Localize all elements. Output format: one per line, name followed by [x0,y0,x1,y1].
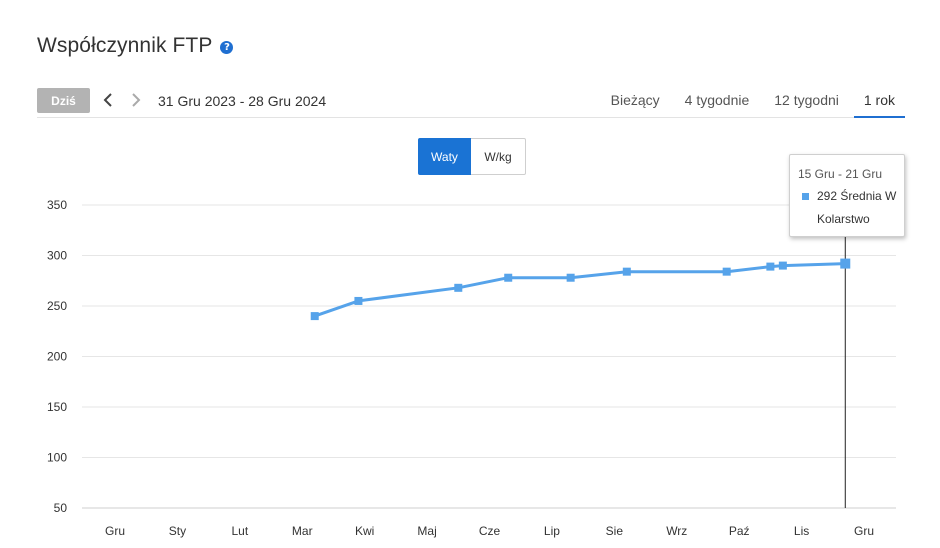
title-row: Współczynnik FTP ? [37,34,234,58]
data-point [310,312,319,321]
unit-watts-button[interactable]: Waty [418,138,471,175]
tooltip-series-marker [802,193,809,200]
x-tick-label: Kwi [355,524,374,538]
tab-1-year[interactable]: 1 rok [853,85,905,118]
y-tick-label: 100 [47,451,67,465]
page-title: Współczynnik FTP [37,34,213,57]
data-point [504,273,513,282]
data-point [778,261,787,270]
x-tick-label: Mar [292,524,313,538]
data-point [454,283,463,292]
x-tick-label: Lis [794,524,809,538]
chevron-left-icon[interactable] [99,90,117,110]
tooltip-value: 292 Średnia W [817,189,897,203]
tab-12-weeks[interactable]: 12 tygodni [774,92,839,108]
chart-tooltip: 15 Gru - 21 Gru 292 Średnia W Kolarstwo [789,154,905,237]
tab-current[interactable]: Bieżący [610,92,660,108]
unit-wkg-button[interactable]: W/kg [471,138,526,175]
x-tick-label: Maj [417,524,436,538]
data-point [566,273,575,282]
x-tick-label: Cze [479,524,501,538]
tooltip-date-range: 15 Gru - 21 Gru [798,167,883,181]
y-tick-label: 200 [47,350,67,364]
chevron-right-icon[interactable] [127,90,145,110]
data-point [622,267,631,276]
x-tick-label: Gru [854,524,874,538]
period-tabs: Bieżący 4 tygodnie 12 tygodni 1 rok [596,85,905,118]
series-line [314,262,846,318]
help-icon[interactable]: ? [220,41,234,54]
y-tick-label: 50 [54,501,68,515]
y-tick-label: 150 [47,400,67,414]
data-point [354,296,363,305]
x-tick-label: Gru [105,524,125,538]
data-point [722,267,731,276]
date-range-label: 31 Gru 2023 - 28 Gru 2024 [158,93,327,109]
x-tick-label: Wrz [666,524,687,538]
today-button[interactable]: Dziś [37,88,90,113]
date-toolbar: Dziś 31 Gru 2023 - 28 Gru 2024 Bieżący 4… [37,85,905,118]
x-tick-label: Lut [231,524,248,538]
x-tick-label: Sty [169,524,186,538]
x-tick-label: Paź [729,524,750,538]
tab-4-weeks[interactable]: 4 tygodnie [684,92,750,108]
data-point [766,262,775,271]
y-tick-label: 250 [47,299,67,313]
unit-toggle: Waty W/kg [418,138,526,175]
y-tick-label: 350 [47,198,67,212]
data-point [840,258,851,269]
y-tick-label: 300 [47,249,67,263]
x-tick-label: Sie [606,524,624,538]
tooltip-sport: Kolarstwo [817,212,870,226]
x-tick-label: Lip [544,524,560,538]
